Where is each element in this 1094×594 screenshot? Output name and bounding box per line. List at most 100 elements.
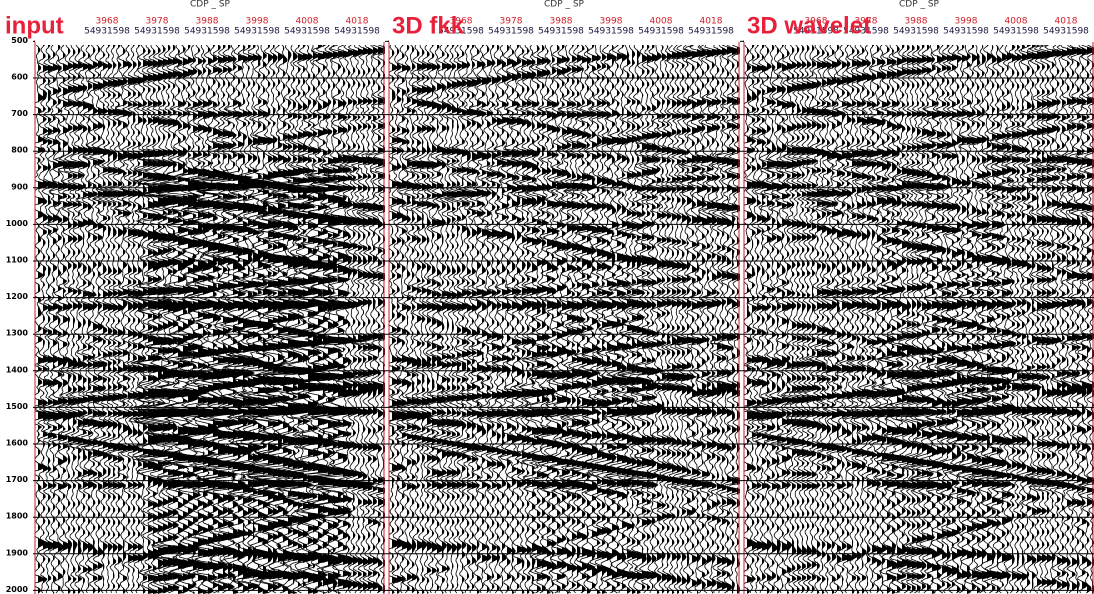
- sp-label: 54931598: [184, 27, 230, 37]
- trace: [250, 45, 306, 594]
- trace-fill: [722, 45, 736, 594]
- trace: [191, 45, 255, 594]
- sp-label: 54931598: [538, 27, 584, 37]
- trace: [1016, 45, 1038, 594]
- trace: [338, 45, 362, 594]
- trace: [229, 45, 271, 594]
- trace: [310, 45, 362, 594]
- trace-fill: [1067, 45, 1077, 594]
- trace: [530, 45, 562, 594]
- trace: [803, 45, 823, 594]
- trace: [492, 45, 514, 594]
- trace: [811, 45, 836, 594]
- trace: [924, 45, 951, 594]
- trace: [666, 45, 691, 593]
- trace-fill: [83, 45, 93, 594]
- trace: [894, 45, 924, 594]
- trace: [857, 45, 881, 594]
- trace-fill: [392, 45, 404, 594]
- trace: [545, 45, 573, 594]
- trace-fill: [717, 45, 729, 594]
- trace: [246, 45, 299, 594]
- trace: [614, 45, 644, 594]
- trace: [167, 45, 218, 594]
- trace: [900, 45, 928, 594]
- trace: [711, 45, 737, 594]
- trace-fill: [1082, 45, 1094, 594]
- trace: [38, 45, 61, 594]
- time-label: 900: [11, 182, 28, 191]
- trace: [524, 45, 559, 594]
- sp-label: 54931598: [993, 27, 1039, 37]
- time-label: 600: [11, 73, 28, 82]
- time-label: 1900: [6, 548, 29, 557]
- trace: [588, 45, 619, 594]
- time-label: 700: [11, 109, 28, 118]
- cdp-label: 3998: [246, 17, 269, 27]
- trace: [706, 45, 731, 594]
- trace-fill: [957, 45, 970, 594]
- panel-traces: [389, 45, 740, 594]
- sp-label: 54931598: [234, 27, 280, 37]
- sp-label: 54931598: [843, 27, 889, 37]
- trace-fill: [537, 45, 557, 594]
- cdp-label: 3998: [600, 17, 623, 27]
- trace: [797, 45, 819, 594]
- trace: [913, 45, 944, 594]
- trace-fill: [63, 45, 74, 594]
- trace: [114, 45, 134, 594]
- trace: [103, 45, 127, 594]
- trace: [607, 45, 642, 594]
- sp-label: 54931598: [334, 27, 380, 37]
- trace: [657, 45, 680, 594]
- panel-title: 3D fkk: [392, 12, 465, 39]
- trace: [297, 45, 344, 594]
- trace: [904, 45, 932, 594]
- trace-fill: [208, 45, 231, 594]
- time-label: 1000: [6, 219, 29, 228]
- trace-fill: [417, 45, 430, 594]
- trace: [936, 45, 960, 594]
- trace: [462, 45, 487, 593]
- trace: [867, 45, 893, 594]
- trace: [82, 45, 107, 594]
- trace: [570, 45, 598, 594]
- sp-label: 54931598: [638, 27, 684, 37]
- trace: [427, 45, 451, 594]
- trace-fill: [368, 45, 382, 594]
- trace: [775, 45, 794, 594]
- cdp-label: 4018: [346, 17, 369, 27]
- trace-fill: [412, 45, 426, 594]
- trace-layer: [35, 45, 1094, 594]
- trace: [722, 45, 740, 594]
- trace: [762, 45, 783, 594]
- trace: [955, 45, 982, 594]
- trace-fill: [967, 45, 981, 594]
- trace: [747, 45, 770, 594]
- time-label: 500: [11, 36, 28, 45]
- trace-fill: [882, 45, 896, 594]
- trace-fill: [328, 45, 358, 594]
- trace: [909, 45, 938, 594]
- trace: [517, 45, 541, 594]
- trace-fill: [243, 45, 261, 594]
- trace: [389, 45, 413, 594]
- trace: [752, 45, 775, 594]
- trace: [35, 45, 55, 594]
- trace-fill: [123, 45, 133, 594]
- trace-fill: [407, 45, 421, 594]
- trace: [823, 45, 844, 594]
- trace: [852, 45, 876, 594]
- trace: [549, 45, 577, 594]
- trace: [130, 45, 149, 594]
- trace-fill: [847, 45, 857, 594]
- cdp-label: 3988: [905, 17, 928, 27]
- time-label: 1100: [6, 256, 29, 265]
- time-label: 1500: [6, 402, 29, 411]
- trace: [727, 45, 740, 594]
- trace: [944, 45, 971, 594]
- trace: [136, 45, 193, 594]
- trace-fill: [817, 45, 829, 594]
- trace-fill: [103, 45, 115, 594]
